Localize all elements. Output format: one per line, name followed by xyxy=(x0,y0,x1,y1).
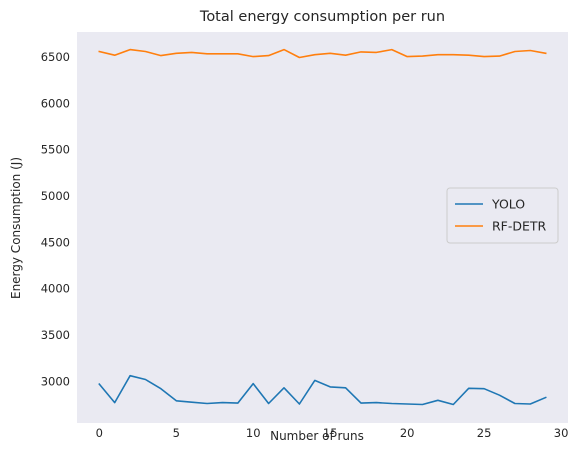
y-tick-label-5000: 5000 xyxy=(41,189,70,203)
legend-box xyxy=(446,187,559,244)
y-tick-label-5500: 5500 xyxy=(41,143,70,157)
x-tick-labels: 0 5 10 15 20 25 30 xyxy=(96,426,569,440)
y-tick-label-4500: 4500 xyxy=(41,235,70,249)
series-line-yolo xyxy=(98,374,547,406)
series-lines xyxy=(98,48,547,406)
y-tick-label-6000: 6000 xyxy=(41,96,70,110)
chart-title: Total energy consumption per run xyxy=(199,9,445,25)
y-tick-label-3000: 3000 xyxy=(41,374,70,388)
x-tick-label-20: 20 xyxy=(400,426,415,440)
series-line-rf-detr xyxy=(98,48,547,59)
x-tick-label-0: 0 xyxy=(96,426,103,440)
y-tick-label-6500: 6500 xyxy=(41,50,70,64)
legend-label-yolo: YOLO xyxy=(491,197,525,212)
x-tick-label-15: 15 xyxy=(323,426,338,440)
y-tick-labels: 3000 3500 4000 4500 5000 5500 6000 6500 xyxy=(41,50,70,388)
x-tick-label-25: 25 xyxy=(477,426,492,440)
legend: YOLO RF-DETR xyxy=(446,187,559,244)
legend-label-rf-detr: RF-DETR xyxy=(492,219,547,234)
x-tick-label-5: 5 xyxy=(173,426,180,440)
x-tick-label-30: 30 xyxy=(554,426,569,440)
x-axis-label: Number of runs xyxy=(270,429,364,443)
y-axis-label: Energy Consumption (J) xyxy=(9,157,23,299)
y-tick-label-3500: 3500 xyxy=(41,328,70,342)
x-tick-label-10: 10 xyxy=(246,426,261,440)
y-tick-label-4000: 4000 xyxy=(41,282,70,296)
